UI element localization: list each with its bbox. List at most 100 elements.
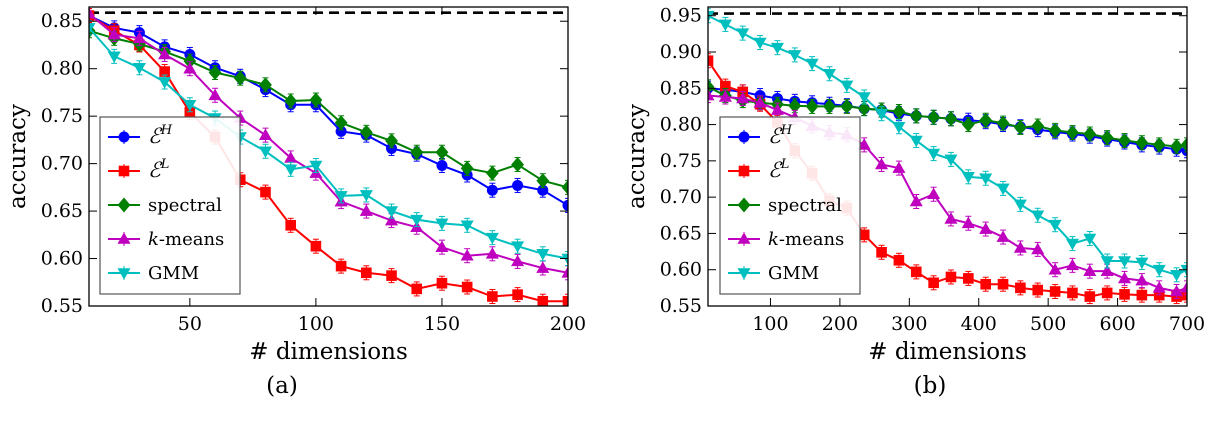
legend: ℰH ℰL spectral k-means GMM [99, 116, 241, 295]
data-point [1118, 256, 1132, 268]
data-point [805, 98, 819, 114]
data-point [435, 218, 449, 231]
y-tick-label: 0.80 [41, 58, 83, 80]
data-point [89, 7, 96, 19]
data-point [562, 295, 568, 306]
data-point [944, 154, 958, 167]
data-point [511, 157, 524, 173]
series-gmm [708, 8, 1187, 283]
x-tick-label: 600 [1099, 313, 1135, 335]
chart-b: 100 200 300 400 500 600 700 0.55 0.60 0.65 0.70 0.7… [624, 5, 1205, 399]
data-point [1013, 241, 1027, 253]
data-point [858, 229, 870, 241]
legend-marker [117, 232, 131, 244]
data-point [1136, 289, 1148, 301]
data-point [485, 232, 499, 245]
data-point [310, 240, 322, 252]
data-point [1049, 286, 1061, 297]
data-point [840, 98, 854, 114]
legend-label: spectral [768, 195, 842, 216]
x-tick-label: 200 [550, 313, 586, 335]
data-point [875, 108, 889, 121]
data-point [788, 50, 802, 62]
x-tick-label: 100 [298, 313, 334, 335]
legend-label: GMM [768, 263, 819, 284]
data-point [359, 124, 373, 140]
x-tick-label: 300 [891, 313, 927, 335]
data-point [1031, 210, 1045, 222]
data-point [892, 121, 906, 134]
data-point [309, 160, 323, 173]
data-point [893, 254, 905, 266]
data-point [892, 104, 906, 119]
data-point [284, 164, 298, 176]
data-point [1067, 287, 1078, 299]
data-point [1101, 287, 1113, 299]
y-tick-label: 0.75 [41, 105, 83, 127]
data-point [89, 23, 96, 35]
data-point [1083, 126, 1097, 142]
data-point [945, 271, 957, 283]
data-point [708, 55, 714, 67]
data-point [511, 254, 525, 267]
data-point [753, 37, 767, 50]
data-point [1083, 264, 1097, 276]
chart-caption: (b) [914, 373, 947, 399]
data-point [857, 138, 871, 150]
data-point [233, 70, 247, 86]
data-point [258, 128, 272, 140]
data-point [487, 291, 498, 302]
data-point [183, 99, 197, 112]
legend-label: spectral [148, 195, 222, 216]
data-point [944, 111, 958, 127]
y-tick-label: 0.90 [660, 41, 702, 63]
data-point [1152, 281, 1166, 293]
data-point [512, 179, 524, 191]
data-point [335, 260, 347, 272]
data-point [536, 173, 550, 189]
data-point [979, 112, 993, 128]
data-point [435, 240, 449, 252]
data-point [132, 62, 146, 75]
data-point [1065, 238, 1079, 251]
data-point [259, 77, 272, 93]
y-tick-label: 0.60 [41, 248, 83, 270]
data-point [411, 283, 423, 295]
data-point [1100, 264, 1114, 276]
data-point [996, 183, 1010, 196]
data-point [334, 115, 348, 131]
y-tick-label: 0.85 [660, 77, 702, 99]
data-point [708, 10, 715, 23]
data-point [285, 220, 296, 231]
data-point [512, 289, 523, 300]
data-point [385, 206, 399, 218]
legend-marker [118, 131, 130, 143]
data-point [910, 266, 922, 278]
data-point [334, 191, 348, 203]
data-point [158, 47, 172, 60]
x-tick-label: 700 [1169, 313, 1205, 335]
data-point [361, 267, 372, 279]
data-point [736, 91, 750, 104]
legend-marker [738, 165, 750, 177]
data-point [1118, 133, 1131, 148]
data-point [486, 184, 498, 196]
data-point [410, 214, 424, 227]
data-point [1065, 258, 1079, 271]
legend-label: k-means [148, 229, 224, 250]
data-point [1135, 135, 1149, 151]
y-axis-label: accuracy [624, 104, 650, 209]
data-point [961, 117, 975, 133]
legend-entry: k-means [108, 229, 224, 250]
legend-marker [737, 232, 751, 244]
data-point [460, 160, 474, 176]
data-point [1066, 125, 1079, 141]
legend-label: ℰH [148, 123, 173, 148]
data-point [980, 278, 991, 290]
data-point [158, 77, 172, 89]
data-point [1048, 122, 1062, 138]
data-point [436, 277, 448, 289]
series-gmm [89, 20, 568, 267]
data-point [961, 172, 975, 184]
legend-entry: k-means [728, 229, 844, 250]
